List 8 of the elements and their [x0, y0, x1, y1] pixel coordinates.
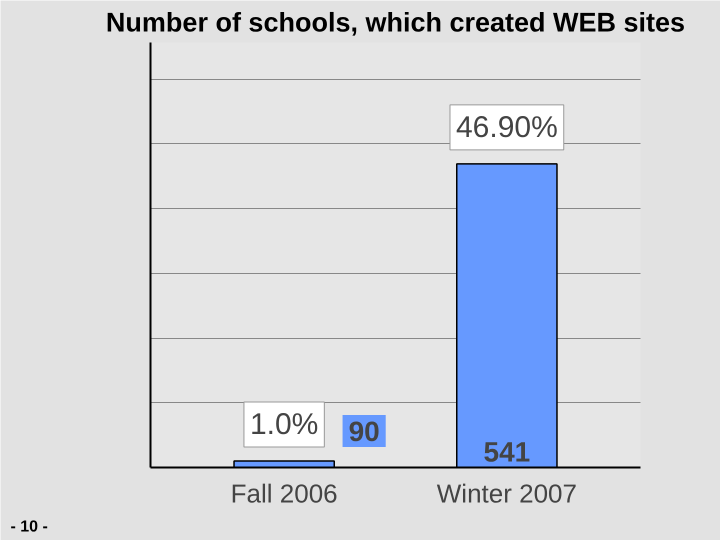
annotation: 541 [484, 436, 530, 468]
text: - 10 - [10, 518, 48, 536]
x-tick-label: Winter 2007 [436, 478, 577, 508]
annotation: 90 [348, 416, 380, 448]
data-label: 1.0% [250, 408, 318, 442]
data-label: 46.90% [456, 110, 558, 144]
chart-title: Number of schools, which created WEB sites [106, 8, 686, 38]
x-tick-label: Fall 2006 [230, 478, 338, 508]
